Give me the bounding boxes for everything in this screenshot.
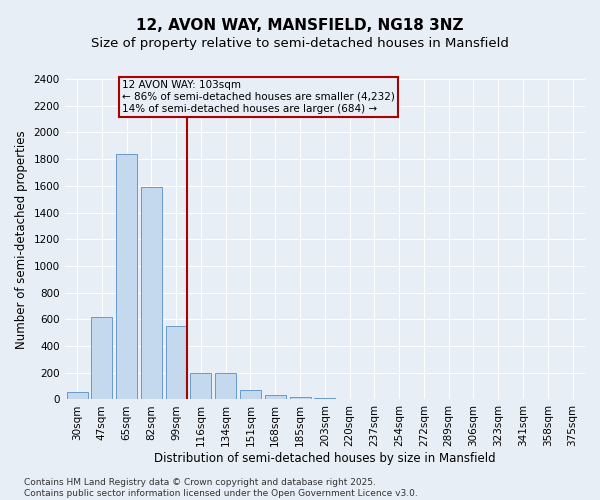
Bar	[116, 154, 137, 400]
Y-axis label: Number of semi-detached properties: Number of semi-detached properties	[15, 130, 28, 348]
Text: Contains HM Land Registry data © Crown copyright and database right 2025.
Contai: Contains HM Land Registry data © Crown c…	[24, 478, 418, 498]
X-axis label: Distribution of semi-detached houses by size in Mansfield: Distribution of semi-detached houses by …	[154, 452, 496, 465]
Text: 12, AVON WAY, MANSFIELD, NG18 3NZ: 12, AVON WAY, MANSFIELD, NG18 3NZ	[136, 18, 464, 32]
Bar	[166, 326, 187, 400]
Bar	[290, 397, 311, 400]
Bar	[190, 374, 211, 400]
Bar	[67, 392, 88, 400]
Bar	[240, 390, 261, 400]
Bar	[314, 398, 335, 400]
Text: Size of property relative to semi-detached houses in Mansfield: Size of property relative to semi-detach…	[91, 38, 509, 51]
Bar	[215, 374, 236, 400]
Bar	[265, 396, 286, 400]
Bar	[91, 318, 112, 400]
Text: 12 AVON WAY: 103sqm
← 86% of semi-detached houses are smaller (4,232)
14% of sem: 12 AVON WAY: 103sqm ← 86% of semi-detach…	[122, 80, 395, 114]
Bar	[141, 187, 162, 400]
